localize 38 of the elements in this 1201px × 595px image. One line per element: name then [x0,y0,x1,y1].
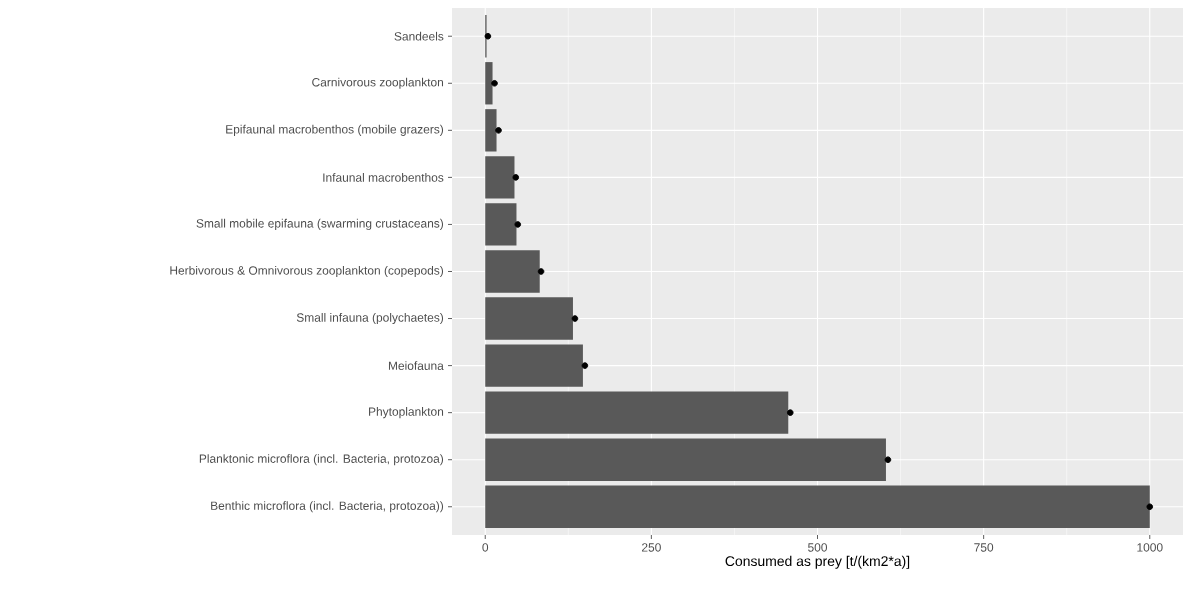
bar [485,156,515,199]
x-tick-label: 0 [482,543,489,552]
bar [485,109,497,152]
x-axis-title: Consumed as prey [t/(km2*a)] [725,555,910,569]
bar [485,344,583,387]
y-tick-label: Meiofauna [388,361,444,370]
bar [485,62,493,105]
y-tick-label: Small mobile epifauna (swarming crustaceans) [196,218,444,231]
x-tick-label: 250 [641,543,661,552]
x-tick-label: 1000 [1137,543,1163,552]
point [495,127,502,134]
bar [485,297,573,340]
y-tick-label: Epifaunal macrobenthos (mobile grazers) [226,124,444,136]
x-tick-label: 750 [974,543,994,552]
point [514,221,522,228]
point [1146,503,1154,511]
x-tick-label: 500 [808,543,828,552]
point [581,362,589,369]
point [537,268,545,275]
point [484,32,492,40]
bar [485,203,517,246]
bar [485,391,789,434]
y-tick-label: Planktonic microflora (incl. Bacteria, protozoa) [199,454,444,466]
point [512,174,520,181]
point [491,79,498,87]
y-tick-label: Benthic microflora (incl. Bacteria, protozoa)) [211,501,444,513]
bar [485,250,540,293]
y-tick-label: Small infauna (polychaetes) [296,312,444,325]
y-tick-label: Phytoplankton [369,407,444,419]
point [786,409,794,416]
y-tick-label: Sandeels [394,31,444,41]
bar [485,485,1150,528]
y-tick-label: Carnivorous zooplankton [312,77,444,89]
y-tick-label: Herbivorous & Omnivorous zooplankton (copepods) [170,265,444,278]
y-tick-label: Infaunal macrobenthos [323,173,444,182]
point [884,456,892,463]
point [571,315,579,322]
bar [485,438,886,481]
